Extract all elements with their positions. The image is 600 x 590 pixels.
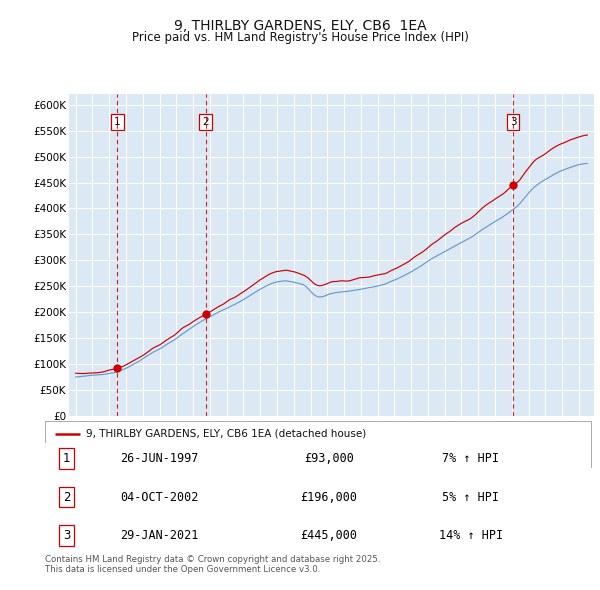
Text: HPI: Average price, detached house, East Cambridgeshire: HPI: Average price, detached house, East…: [86, 450, 388, 460]
Text: 7% ↑ HPI: 7% ↑ HPI: [442, 452, 499, 466]
Text: £93,000: £93,000: [304, 452, 354, 466]
Text: 2: 2: [63, 490, 71, 504]
Text: 29-JAN-2021: 29-JAN-2021: [121, 529, 199, 542]
Text: 1: 1: [63, 452, 71, 466]
Text: 14% ↑ HPI: 14% ↑ HPI: [439, 529, 503, 542]
Text: 2: 2: [202, 117, 209, 127]
Text: 26-JUN-1997: 26-JUN-1997: [121, 452, 199, 466]
Text: 9, THIRLBY GARDENS, ELY, CB6 1EA (detached house): 9, THIRLBY GARDENS, ELY, CB6 1EA (detach…: [86, 429, 366, 439]
Text: 04-OCT-2002: 04-OCT-2002: [121, 490, 199, 504]
Text: 5% ↑ HPI: 5% ↑ HPI: [442, 490, 499, 504]
Text: Price paid vs. HM Land Registry's House Price Index (HPI): Price paid vs. HM Land Registry's House …: [131, 31, 469, 44]
Text: 9, THIRLBY GARDENS, ELY, CB6  1EA: 9, THIRLBY GARDENS, ELY, CB6 1EA: [173, 19, 427, 33]
Text: £196,000: £196,000: [301, 490, 358, 504]
Text: 1: 1: [114, 117, 121, 127]
Text: £445,000: £445,000: [301, 529, 358, 542]
Text: Contains HM Land Registry data © Crown copyright and database right 2025.
This d: Contains HM Land Registry data © Crown c…: [45, 555, 380, 574]
Text: 3: 3: [63, 529, 71, 542]
Text: 3: 3: [510, 117, 517, 127]
